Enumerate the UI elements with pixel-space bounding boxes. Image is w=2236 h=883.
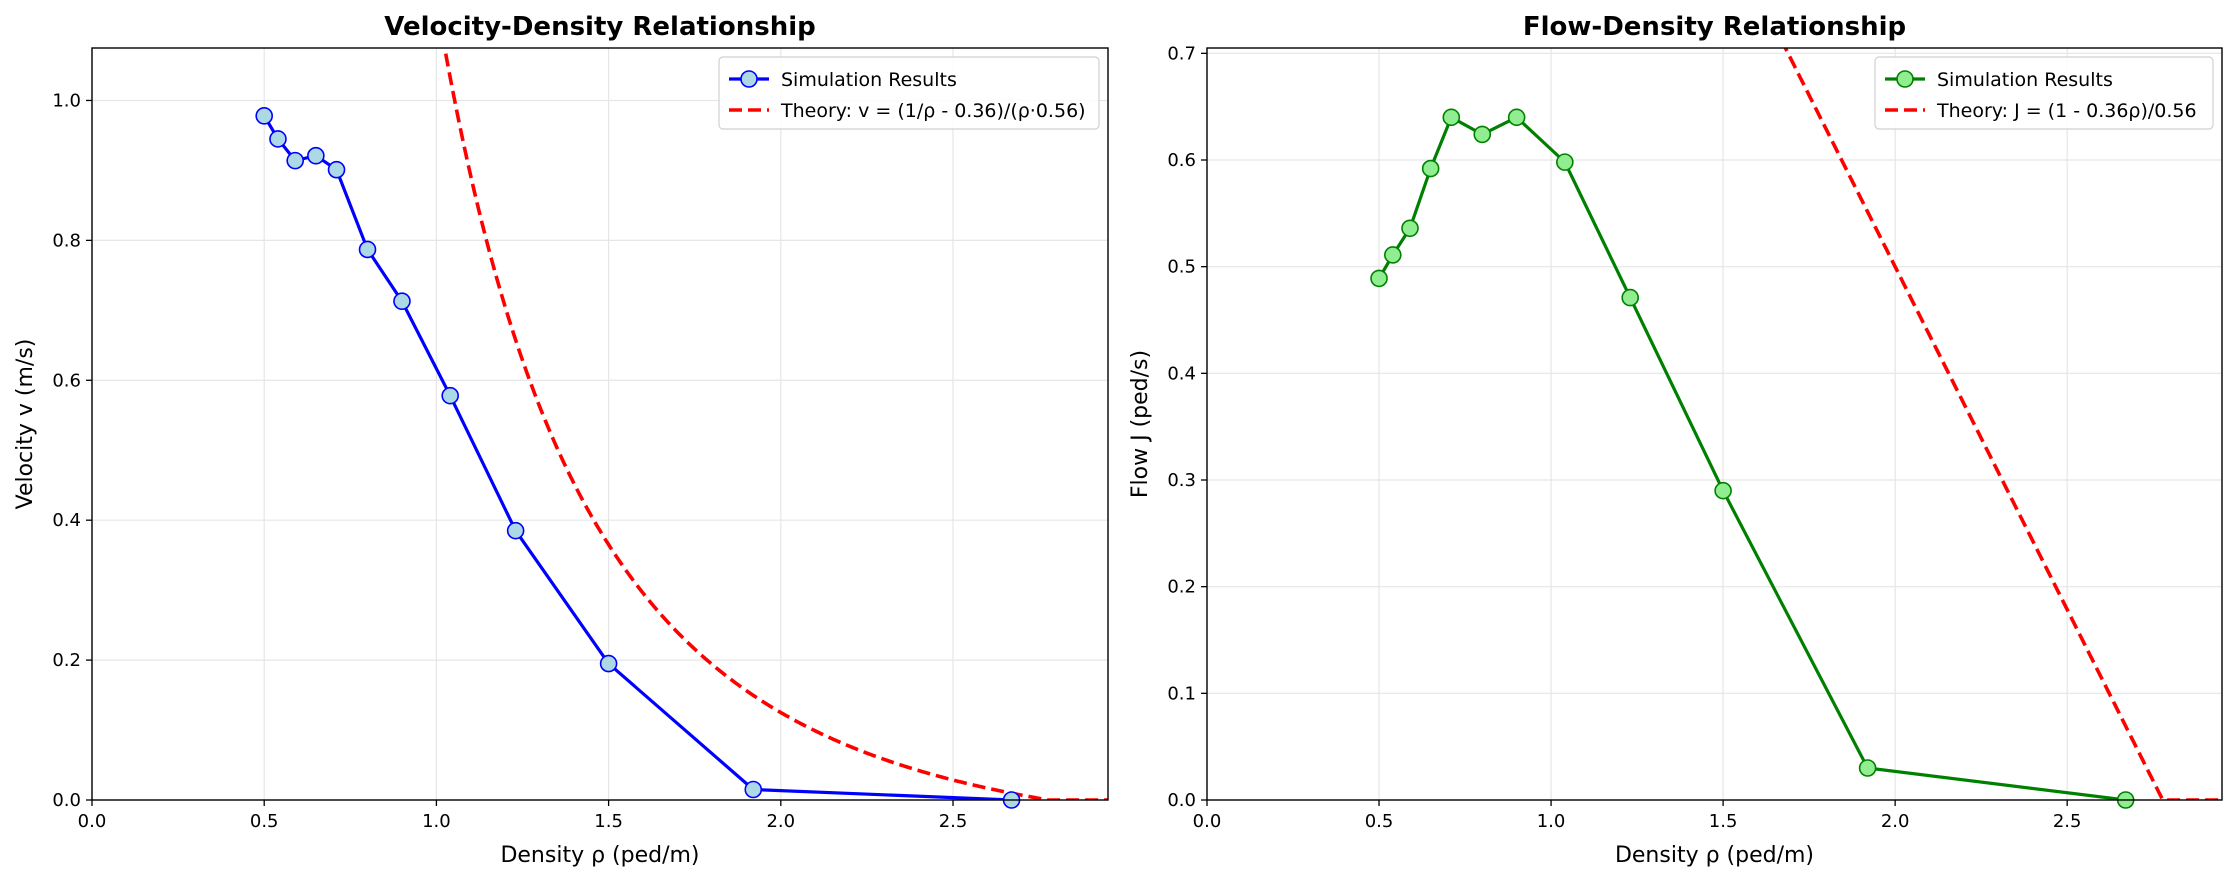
data-point [327,160,346,179]
y-tick-label: 0.5 [1167,257,1196,278]
x-tick-label: 1.0 [1537,811,1566,832]
x-tick-label: 0.0 [78,811,107,832]
y-tick-label: 0.7 [1167,43,1196,64]
data-point [286,151,305,170]
legend-box [718,56,1100,130]
data-point [1556,153,1574,171]
data-point [1507,108,1526,127]
data-point [1401,219,1419,238]
data-point [1383,246,1402,264]
data-point [1370,269,1388,288]
data-point [393,292,411,311]
velocity-density-chart: 0.0 0.5 1.0 1.5 2.0 2.5 0.0 0.2 0.4 0.6 0.8 1.0 Velo… [13,12,1109,868]
legend-label-simulation: Simulation Results [1937,69,2113,91]
legend: Simulation Results Theory: J = (1 - 0.36ρ… [1874,56,2214,130]
theory-curve [442,48,1108,800]
y-tick-label: 1.0 [52,90,81,111]
data-point [1621,288,1640,307]
y-tick-label: 0.4 [52,510,81,531]
x-tick-label: 2.0 [766,811,795,832]
x-tick-label: 0.0 [1193,811,1222,832]
legend-marker [1896,70,1914,88]
y-tick-label: 0.2 [1167,577,1196,598]
data-point [255,107,274,125]
data-point [599,654,618,673]
x-tick-label: 2.5 [939,811,968,832]
data-point [441,386,459,405]
data-point [358,240,377,259]
x-tick-label: 1.0 [422,811,451,832]
legend-marker [740,70,758,88]
data-point [307,146,325,165]
x-tick-label: 1.5 [1709,811,1738,832]
x-tick-label: 0.5 [250,811,279,832]
y-tick-label: 0.4 [1167,363,1196,384]
y-tick-label: 0.8 [52,230,81,251]
y-axis-label: Flow J (ped/s) [1128,350,1153,498]
x-tick-label: 2.5 [2053,811,2082,832]
x-axis-label: Density ρ (ped/m) [500,843,699,868]
y-tick-label: 0.3 [1167,470,1196,491]
legend-label-simulation: Simulation Results [781,69,957,91]
data-point [1473,125,1492,144]
legend-label-theory: Theory: J = (1 - 0.36ρ)/0.56 [1936,100,2197,122]
data-point [1442,108,1461,127]
chart-title: Flow-Density Relationship [1523,12,1906,42]
y-tick-label: 0.2 [52,650,81,671]
flow-density-chart: 0.0 0.5 1.0 1.5 2.0 2.5 0.0 0.1 0.2 0.3 0.4 0.5 0.6 0… [1128,12,2223,868]
x-axis-label: Density ρ (ped/m) [1615,843,1814,868]
legend: Simulation Results Theory: v = (1/ρ - 0.3… [718,56,1100,130]
data-point [1421,159,1440,178]
data-point [269,130,287,148]
x-tick-label: 1.5 [594,811,623,832]
y-tick-label: 0.6 [52,370,81,391]
data-point [506,521,525,540]
x-tick-label: 0.5 [1365,811,1394,832]
y-tick-label: 0.0 [52,790,81,811]
legend-box [1874,56,2214,130]
chart-title: Velocity-Density Relationship [384,12,815,42]
data-point [744,780,763,799]
x-tick-label: 2.0 [1881,811,1910,832]
axes-frame [1206,47,2223,801]
y-axis-label: Velocity v (m/s) [13,339,38,510]
data-point [1858,759,1877,777]
y-tick-label: 0.6 [1167,150,1196,171]
y-tick-label: 0.0 [1167,790,1196,811]
axes-frame [91,47,1109,801]
y-tick-label: 0.1 [1167,683,1196,704]
data-point [1714,481,1732,500]
legend-label-theory: Theory: v = (1/ρ - 0.36)/(ρ·0.56) [780,100,1086,122]
